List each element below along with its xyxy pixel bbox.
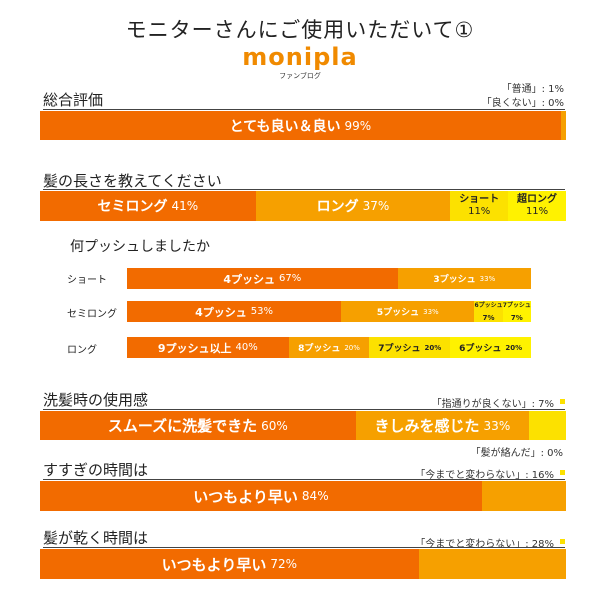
segment-label: 7プッシュ <box>502 301 531 309</box>
segment-label: セミロング <box>97 199 168 215</box>
segment-percent: 20% <box>424 343 442 352</box>
bar-overall: とても良い＆良い 99% <box>40 111 566 140</box>
segment-percent: 41% <box>171 199 199 213</box>
bar-segment: スムーズに洗髪できた 60% <box>40 411 356 440</box>
segment-label: いつもより早い <box>161 555 267 574</box>
segment-percent: 33% <box>423 307 439 316</box>
segment-label: ショート <box>459 194 500 205</box>
bar-segment: 5プッシュ 33% <box>341 301 475 322</box>
bar-segment: 7プッシュ 7% <box>502 301 531 322</box>
section-title-hair-length: 髪の長さを教えてください <box>43 172 222 190</box>
segment-percent: 33% <box>483 418 511 433</box>
bar-washing: スムーズに洗髪できた 60% きしみを感じた 33% <box>40 411 566 440</box>
bar-hair-length: セミロング 41% ロング 37% ショート 11% 超ロング 11% <box>40 191 566 221</box>
bar-segment <box>418 549 566 579</box>
row-label-long: ロング <box>67 345 97 356</box>
bar-segment: セミロング 41% <box>40 191 256 221</box>
bar-pushes-long: 9プッシュ以上 40% 8プッシュ 20% 7プッシュ 20% 6プッシュ 20% <box>127 337 531 358</box>
segment-label: とても良い＆良い <box>229 118 341 135</box>
section-divider <box>43 547 565 548</box>
bar-segment: ショート 11% <box>450 191 509 221</box>
segment-label: 9プッシュ以上 <box>157 341 232 355</box>
bar-segment: ロング 37% <box>255 191 451 221</box>
segment-label: きしみを感じた <box>374 417 480 435</box>
segment-percent: 67% <box>279 273 302 284</box>
segment-percent: 37% <box>362 199 390 213</box>
note-drying-same: 「今までと変わらない」: 28% <box>415 539 554 550</box>
bar-segment: 3プッシュ 33% <box>397 268 531 289</box>
bar-segment: 超ロング 11% <box>508 191 566 221</box>
note-normal: 「普通」: 1% <box>501 84 564 95</box>
section-divider <box>43 479 565 480</box>
bar-drying: いつもより早い 72% <box>40 549 566 579</box>
section-title-overall: 総合評価 <box>43 91 104 109</box>
segment-label: 7プッシュ <box>378 344 421 354</box>
bar-segment: きしみを感じた 33% <box>355 411 530 440</box>
segment-percent: 20% <box>505 343 523 352</box>
segment-percent: 99% <box>344 118 372 133</box>
segment-percent: 7% <box>482 313 495 322</box>
bar-segment: いつもより早い 72% <box>40 549 419 579</box>
section-divider <box>43 109 565 110</box>
segment-percent: 7% <box>510 313 523 322</box>
bar-segment: 4プッシュ 67% <box>127 268 398 289</box>
segment-label: いつもより早い <box>193 487 298 506</box>
bar-segment: 9プッシュ以上 40% <box>127 337 289 358</box>
segment-label: スムーズに洗髪できた <box>107 417 258 435</box>
bar-rinsing: いつもより早い 84% <box>40 481 566 511</box>
note-not-good: 「良くない」: 0% <box>481 98 564 109</box>
bar-segment: 8プッシュ 20% <box>288 337 370 358</box>
legend-swatch <box>560 470 565 475</box>
bar-segment: とても良い＆良い 99% <box>40 111 561 140</box>
section-title-pushes: 何プッシュしましたか <box>70 239 210 255</box>
bar-pushes-short: 4プッシュ 67% 3プッシュ 33% <box>127 268 531 289</box>
segment-percent: 53% <box>250 306 273 317</box>
section-title-washing: 洗髪時の使用感 <box>43 391 149 409</box>
section-divider <box>43 189 565 190</box>
bar-segment: 6プッシュ 20% <box>450 337 531 358</box>
logo-subtitle: ファンブログ <box>279 72 321 80</box>
segment-percent: 11% <box>468 206 491 217</box>
legend-swatch <box>560 399 565 404</box>
segment-label: 6プッシュ <box>459 344 502 354</box>
note-tangled: 「髪が絡んだ」: 0% <box>470 448 563 459</box>
section-title-drying: 髪が乾く時間は <box>43 529 149 547</box>
segment-percent: 72% <box>270 557 298 571</box>
bar-segment <box>529 411 566 440</box>
segment-label: 4プッシュ <box>195 305 247 319</box>
note-finger-comb: 「指通りが良くない」: 7% <box>431 399 554 410</box>
segment-percent: 84% <box>301 489 329 503</box>
note-rinsing-same: 「今までと変わらない」: 16% <box>415 470 554 481</box>
bar-segment <box>560 111 566 140</box>
bar-segment: 7プッシュ 20% <box>369 337 451 358</box>
segment-percent: 20% <box>344 343 360 352</box>
bar-segment: 6プッシュ 7% <box>474 301 503 322</box>
segment-percent: 40% <box>235 342 258 353</box>
segment-label: 超ロング <box>517 194 558 205</box>
bar-segment <box>481 481 566 511</box>
segment-label: 3プッシュ <box>433 275 476 285</box>
bar-segment: いつもより早い 84% <box>40 481 482 511</box>
segment-label: 5プッシュ <box>376 308 420 318</box>
page-title: モニターさんにご使用いただいて① <box>125 18 475 42</box>
section-divider <box>43 409 565 410</box>
legend-swatch <box>560 539 565 544</box>
monipla-logo: monipla <box>242 43 358 71</box>
bar-pushes-semilong: 4プッシュ 53% 5プッシュ 33% 6プッシュ 7% 7プッシュ 7% <box>127 301 531 322</box>
row-label-semilong: セミロング <box>67 309 117 320</box>
segment-percent: 33% <box>479 274 496 283</box>
segment-label: 4プッシュ <box>223 272 276 286</box>
segment-label: ロング <box>316 199 359 215</box>
segment-percent: 60% <box>261 418 288 433</box>
segment-label: 8プッシュ <box>298 344 341 354</box>
row-label-short: ショート <box>67 275 107 286</box>
segment-percent: 11% <box>525 206 549 217</box>
section-title-rinsing: すすぎの時間は <box>43 461 149 479</box>
segment-label: 6プッシュ <box>474 301 503 309</box>
bar-segment: 4プッシュ 53% <box>127 301 342 322</box>
